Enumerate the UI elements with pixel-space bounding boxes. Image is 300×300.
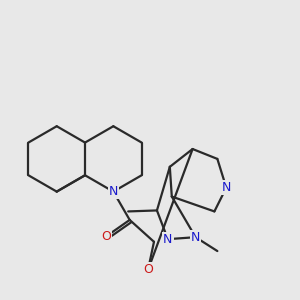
Text: N: N — [109, 185, 118, 198]
Text: N: N — [222, 181, 231, 194]
Text: O: O — [143, 263, 153, 276]
Text: O: O — [101, 230, 111, 243]
Text: N: N — [163, 233, 172, 246]
Text: N: N — [191, 231, 200, 244]
